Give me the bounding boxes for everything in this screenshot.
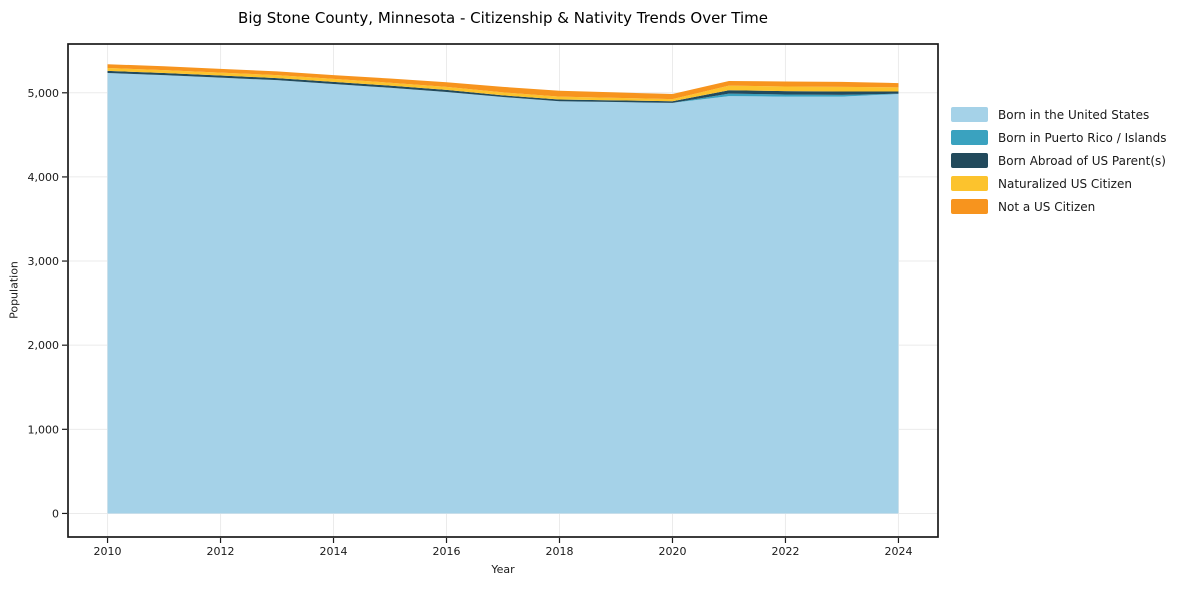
y-tick-label: 5,000 — [28, 87, 60, 100]
x-tick-label: 2012 — [207, 545, 235, 558]
legend: Born in the United States Born in Puerto… — [951, 103, 1167, 218]
legend-item-not-citizen: Not a US Citizen — [951, 195, 1167, 218]
x-tick-label: 2020 — [658, 545, 686, 558]
legend-label: Naturalized US Citizen — [998, 176, 1132, 191]
legend-swatch-not-citizen — [951, 199, 988, 214]
x-axis-label: Year — [491, 563, 515, 576]
x-tick-label: 2022 — [771, 545, 799, 558]
y-tick-label: 3,000 — [28, 255, 60, 268]
y-axis-label: Population — [7, 261, 21, 319]
legend-item-naturalized: Naturalized US Citizen — [951, 172, 1167, 195]
x-tick-label: 2010 — [94, 545, 122, 558]
y-tick-label: 0 — [52, 507, 59, 520]
legend-label: Born in Puerto Rico / Islands — [998, 130, 1167, 145]
legend-label: Born in the United States — [998, 107, 1150, 122]
area-not-a-us-citizen — [107, 64, 899, 100]
legend-swatch-puerto-rico — [951, 130, 988, 145]
legend-item-puerto-rico: Born in Puerto Rico / Islands — [951, 126, 1167, 149]
y-tick-label: 4,000 — [28, 171, 60, 184]
legend-swatch-born-abroad — [951, 153, 988, 168]
legend-label: Not a US Citizen — [998, 199, 1096, 214]
x-tick-label: 2016 — [433, 545, 461, 558]
legend-swatch-born-us — [951, 107, 988, 122]
area-born-abroad-of-us-parent-s — [107, 70, 899, 103]
legend-item-born-abroad: Born Abroad of US Parent(s) — [951, 149, 1167, 172]
x-tick-label: 2018 — [545, 545, 573, 558]
y-tick-label: 2,000 — [28, 339, 60, 352]
legend-swatch-naturalized — [951, 176, 988, 191]
chart-title: Big Stone County, Minnesota - Citizenshi… — [238, 9, 768, 27]
legend-item-born-us: Born in the United States — [951, 103, 1167, 126]
area-naturalized-us-citizen — [107, 67, 899, 102]
legend-label: Born Abroad of US Parent(s) — [998, 153, 1166, 168]
plot-border — [67, 43, 939, 538]
x-tick-label: 2024 — [884, 545, 912, 558]
x-tick-label: 2014 — [320, 545, 348, 558]
area-born-in-the-united-states — [107, 73, 899, 514]
y-tick-label: 1,000 — [28, 423, 60, 436]
